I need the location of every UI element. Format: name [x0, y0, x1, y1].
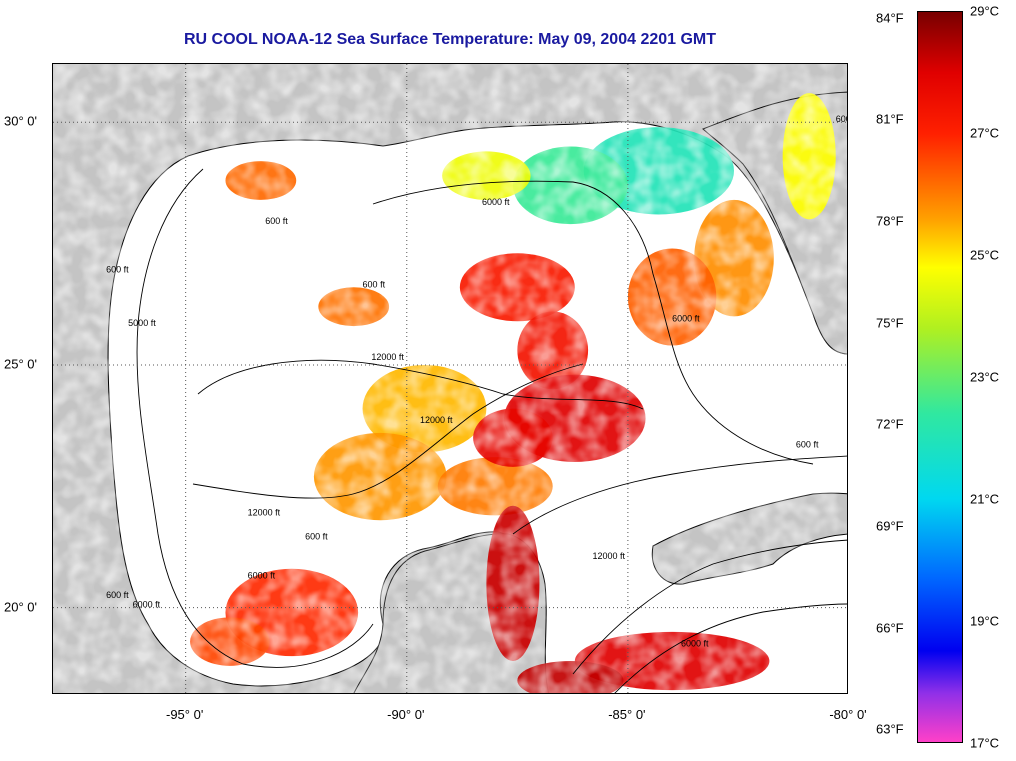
- contour-label: 600 ft: [796, 439, 819, 449]
- sst-patch: [225, 161, 297, 200]
- contour-label: 600 ft: [106, 590, 129, 600]
- latitude-tick-label: 20° 0': [4, 599, 37, 615]
- colorbar-fahrenheit-label: 66°F: [876, 620, 904, 636]
- contour-label: 600 ft: [836, 114, 848, 124]
- sst-map[interactable]: 600 ft 600 ft 5000 ft 6000 ft 6000 ft 600 ft 1…: [52, 63, 848, 694]
- contour-label: 600 ft: [265, 216, 288, 226]
- sst-patch: [782, 93, 836, 220]
- colorbar-fahrenheit-label: 78°F: [876, 213, 904, 229]
- sst-patch: [437, 457, 553, 516]
- contour-label: 6000 ft: [133, 600, 161, 610]
- colorbar-fahrenheit-label: 84°F: [876, 10, 904, 26]
- contour-label: 600 ft: [106, 265, 129, 275]
- map-title: RU COOL NOAA-12 Sea Surface Temperature:…: [183, 31, 717, 48]
- colorbar-celsius-label: 19°C: [970, 613, 1000, 629]
- colorbar-celsius-label: 27°C: [970, 125, 1000, 141]
- lat-lon-grid: [53, 64, 847, 693]
- latitude-tick-label: 25° 0': [4, 356, 37, 372]
- contour-label: 12000 ft: [420, 415, 453, 425]
- sst-patch: [459, 253, 575, 322]
- contour-label: 12000 ft: [371, 352, 404, 362]
- contour-label: 6000 ft: [681, 638, 709, 648]
- colorbar-celsius-label: 21°C: [970, 491, 1000, 507]
- latitude-tick-label: 30° 0': [4, 113, 37, 129]
- colorbar-fahrenheit-label: 75°F: [876, 315, 904, 331]
- sst-patch: [473, 408, 553, 467]
- contour-label: 6000 ft: [482, 197, 510, 207]
- contour-label: 600 ft: [363, 279, 386, 289]
- sst-patch: [442, 151, 531, 200]
- sst-patch: [313, 432, 447, 521]
- sst-patch: [512, 146, 628, 225]
- contour-label: 12000 ft: [593, 551, 626, 561]
- sst-patch: [486, 505, 540, 662]
- colorbar-celsius-label: 23°C: [970, 369, 1000, 385]
- contour-label: 5000 ft: [128, 318, 156, 328]
- colorbar-fahrenheit-label: 72°F: [876, 416, 904, 432]
- colorbar-fahrenheit-label: 63°F: [876, 721, 904, 737]
- colorbar-celsius-label: 25°C: [970, 247, 1000, 263]
- longitude-tick-label: -85° 0': [608, 707, 646, 722]
- sst-patch: [318, 287, 390, 327]
- colorbar-fahrenheit-label: 69°F: [876, 518, 904, 534]
- colorbar-celsius-label: 29°C: [970, 3, 1000, 19]
- contour-labels: 600 ft 600 ft 5000 ft 6000 ft 6000 ft 600 ft 1…: [106, 114, 848, 648]
- colorbar-celsius-label: 17°C: [970, 735, 1000, 751]
- contour-label: 600 ft: [305, 532, 328, 542]
- contour-label: 6000 ft: [248, 571, 276, 581]
- sst-patch: [190, 617, 270, 666]
- contour-label: 12000 ft: [248, 507, 281, 517]
- contour-label: 6000 ft: [672, 313, 700, 323]
- colorbar-fahrenheit-label: 81°F: [876, 111, 904, 127]
- longitude-tick-label: -80° 0': [829, 707, 867, 722]
- temperature-colorbar: [917, 11, 963, 743]
- longitude-tick-label: -90° 0': [387, 707, 425, 722]
- longitude-tick-label: -95° 0': [166, 707, 204, 722]
- sst-patch: [627, 248, 717, 346]
